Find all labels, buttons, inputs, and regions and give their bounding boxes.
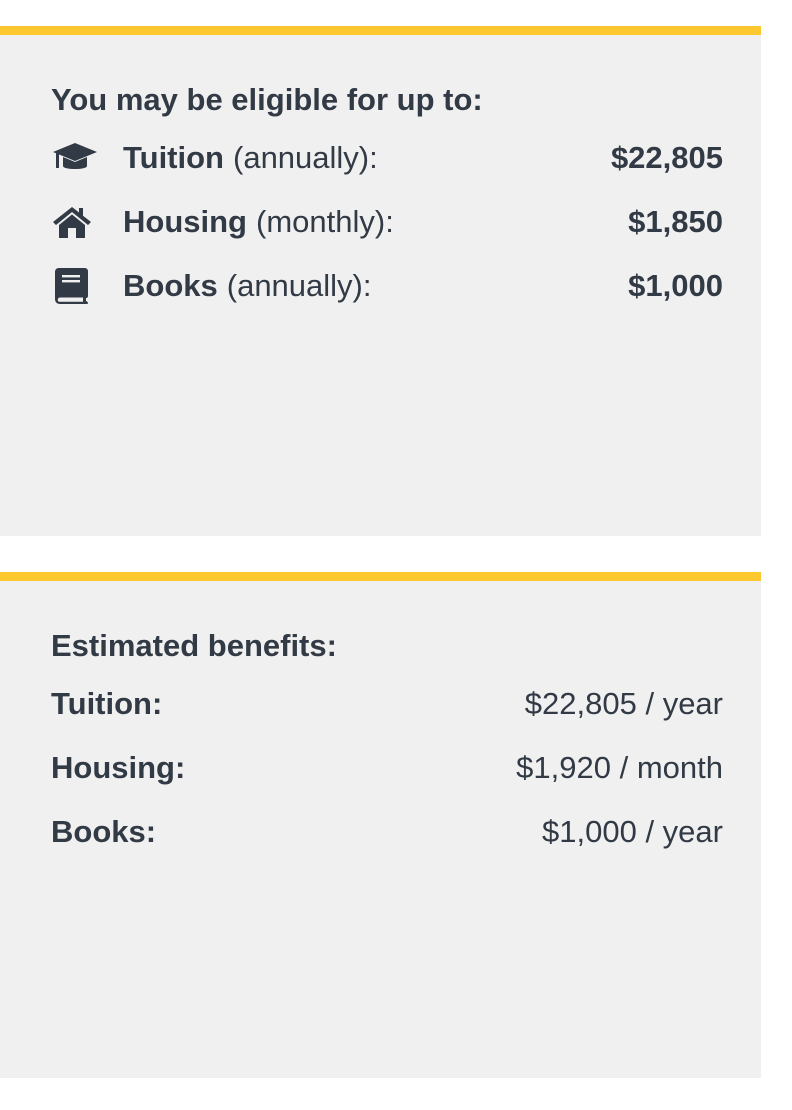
eligibility-heading: You may be eligible for up to: (51, 82, 483, 117)
estimated-benefits-card: Estimated benefits: Tuition: $22,805 / y… (0, 572, 761, 1078)
tuition-row: Tuition (annually): $22,805 (51, 138, 723, 178)
graduation-cap-icon (51, 138, 99, 178)
books-amount: $1,000 (628, 268, 723, 303)
books-period: (annually): (226, 268, 372, 303)
estimated-books-amount: $1,000 / year (542, 814, 723, 849)
estimated-books-label: Books: (51, 814, 157, 849)
estimated-tuition-label: Tuition: (51, 686, 163, 721)
housing-row: Housing (monthly): $1,850 (51, 202, 723, 242)
estimated-tuition-row: Tuition: $22,805 / year (51, 684, 723, 724)
estimated-tuition-amount: $22,805 / year (524, 686, 723, 721)
tuition-label: Tuition (123, 140, 224, 175)
estimated-housing-row: Housing: $1,920 / month (51, 748, 723, 788)
book-icon (51, 266, 99, 306)
estimated-housing-label: Housing: (51, 750, 186, 785)
housing-label: Housing (123, 204, 247, 239)
estimated-housing-amount: $1,920 / month (516, 750, 723, 785)
estimated-benefits-heading: Estimated benefits: (51, 628, 337, 663)
tuition-period: (annually): (233, 140, 378, 175)
estimated-books-row: Books: $1,000 / year (51, 812, 723, 852)
home-icon (51, 202, 99, 242)
housing-period: (monthly): (256, 204, 394, 239)
books-row: Books (annually): $1,000 (51, 266, 723, 306)
books-label: Books (123, 268, 218, 303)
eligibility-card: You may be eligible for up to: Tuition (… (0, 26, 761, 536)
housing-amount: $1,850 (628, 204, 723, 239)
tuition-amount: $22,805 (610, 140, 723, 175)
